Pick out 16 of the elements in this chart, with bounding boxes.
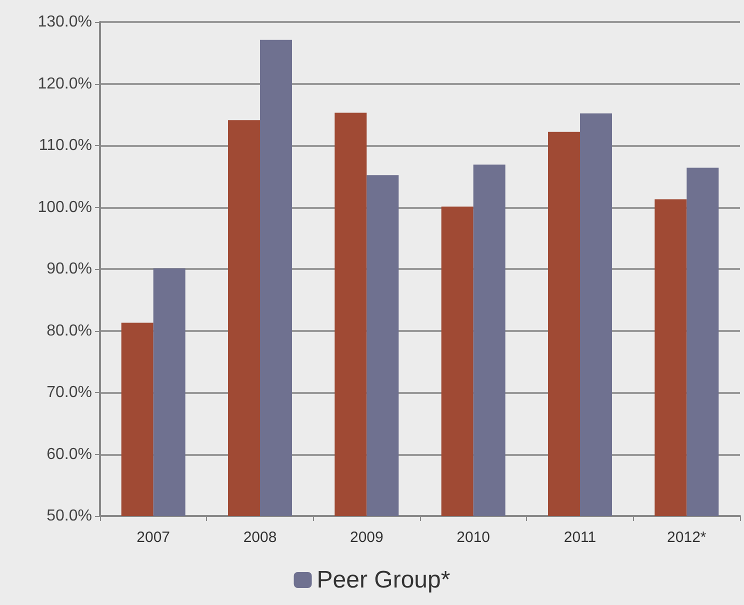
legend-label: Peer Group* [316, 566, 450, 594]
x-tick-label: 2011 [564, 529, 596, 546]
y-tick-label: 60.0% [46, 446, 92, 463]
y-tick-label: 130.0% [38, 14, 92, 30]
y-tick-label: 100.0% [38, 198, 92, 216]
x-tick-label: 2012* [667, 529, 706, 546]
x-tick-label: 2009 [350, 529, 384, 546]
x-tick-label: 2008 [243, 529, 277, 546]
y-tick-label: 70.0% [46, 384, 92, 401]
y-tick-label: 110.0% [38, 137, 92, 154]
y-tick-label: 120.0% [38, 75, 92, 92]
y-tick-label: 90.0% [46, 260, 92, 278]
x-tick-label: 2010 [456, 529, 490, 546]
x-tick-label: 2007 [136, 529, 170, 546]
y-tick-label: 50.0% [46, 508, 92, 524]
y-tick-label: 80.0% [46, 322, 92, 340]
